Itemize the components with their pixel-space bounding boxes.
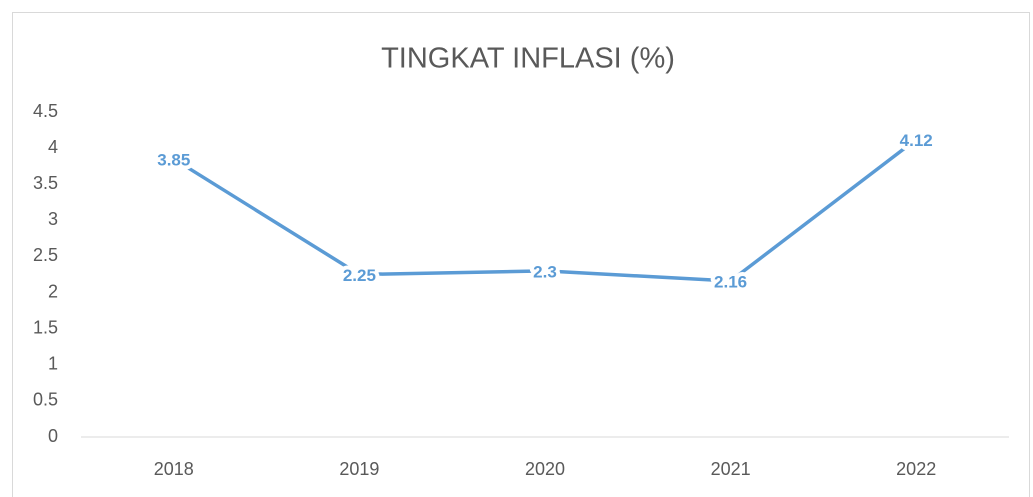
chart-title: TINGKAT INFLASI (%) [381,43,675,75]
y-tick-label: 3 [48,209,58,229]
x-tick-label: 2019 [339,459,379,479]
y-tick-label: 0 [48,426,58,446]
x-tick-label: 2018 [154,459,194,479]
y-tick-label: 2 [48,281,58,301]
x-tick-label: 2022 [896,459,936,479]
data-label: 2.3 [533,262,557,281]
data-label: 2.16 [714,272,747,291]
y-tick-label: 2.5 [33,245,58,265]
x-tick-label: 2020 [525,459,565,479]
data-label: 2.25 [343,266,376,285]
data-label: 4.12 [900,131,933,150]
y-tick-label: 4 [48,137,58,157]
y-tick-label: 1 [48,354,58,374]
line [172,138,918,283]
chart-border [12,12,1030,497]
y-tick-label: 1.5 [33,317,58,337]
x-tick-label: 2021 [711,459,751,479]
y-tick-label: 4.5 [33,101,58,121]
y-tick-label: 3.5 [33,173,58,193]
data-label: 3.85 [157,150,190,169]
y-tick-label: 0.5 [33,390,58,410]
